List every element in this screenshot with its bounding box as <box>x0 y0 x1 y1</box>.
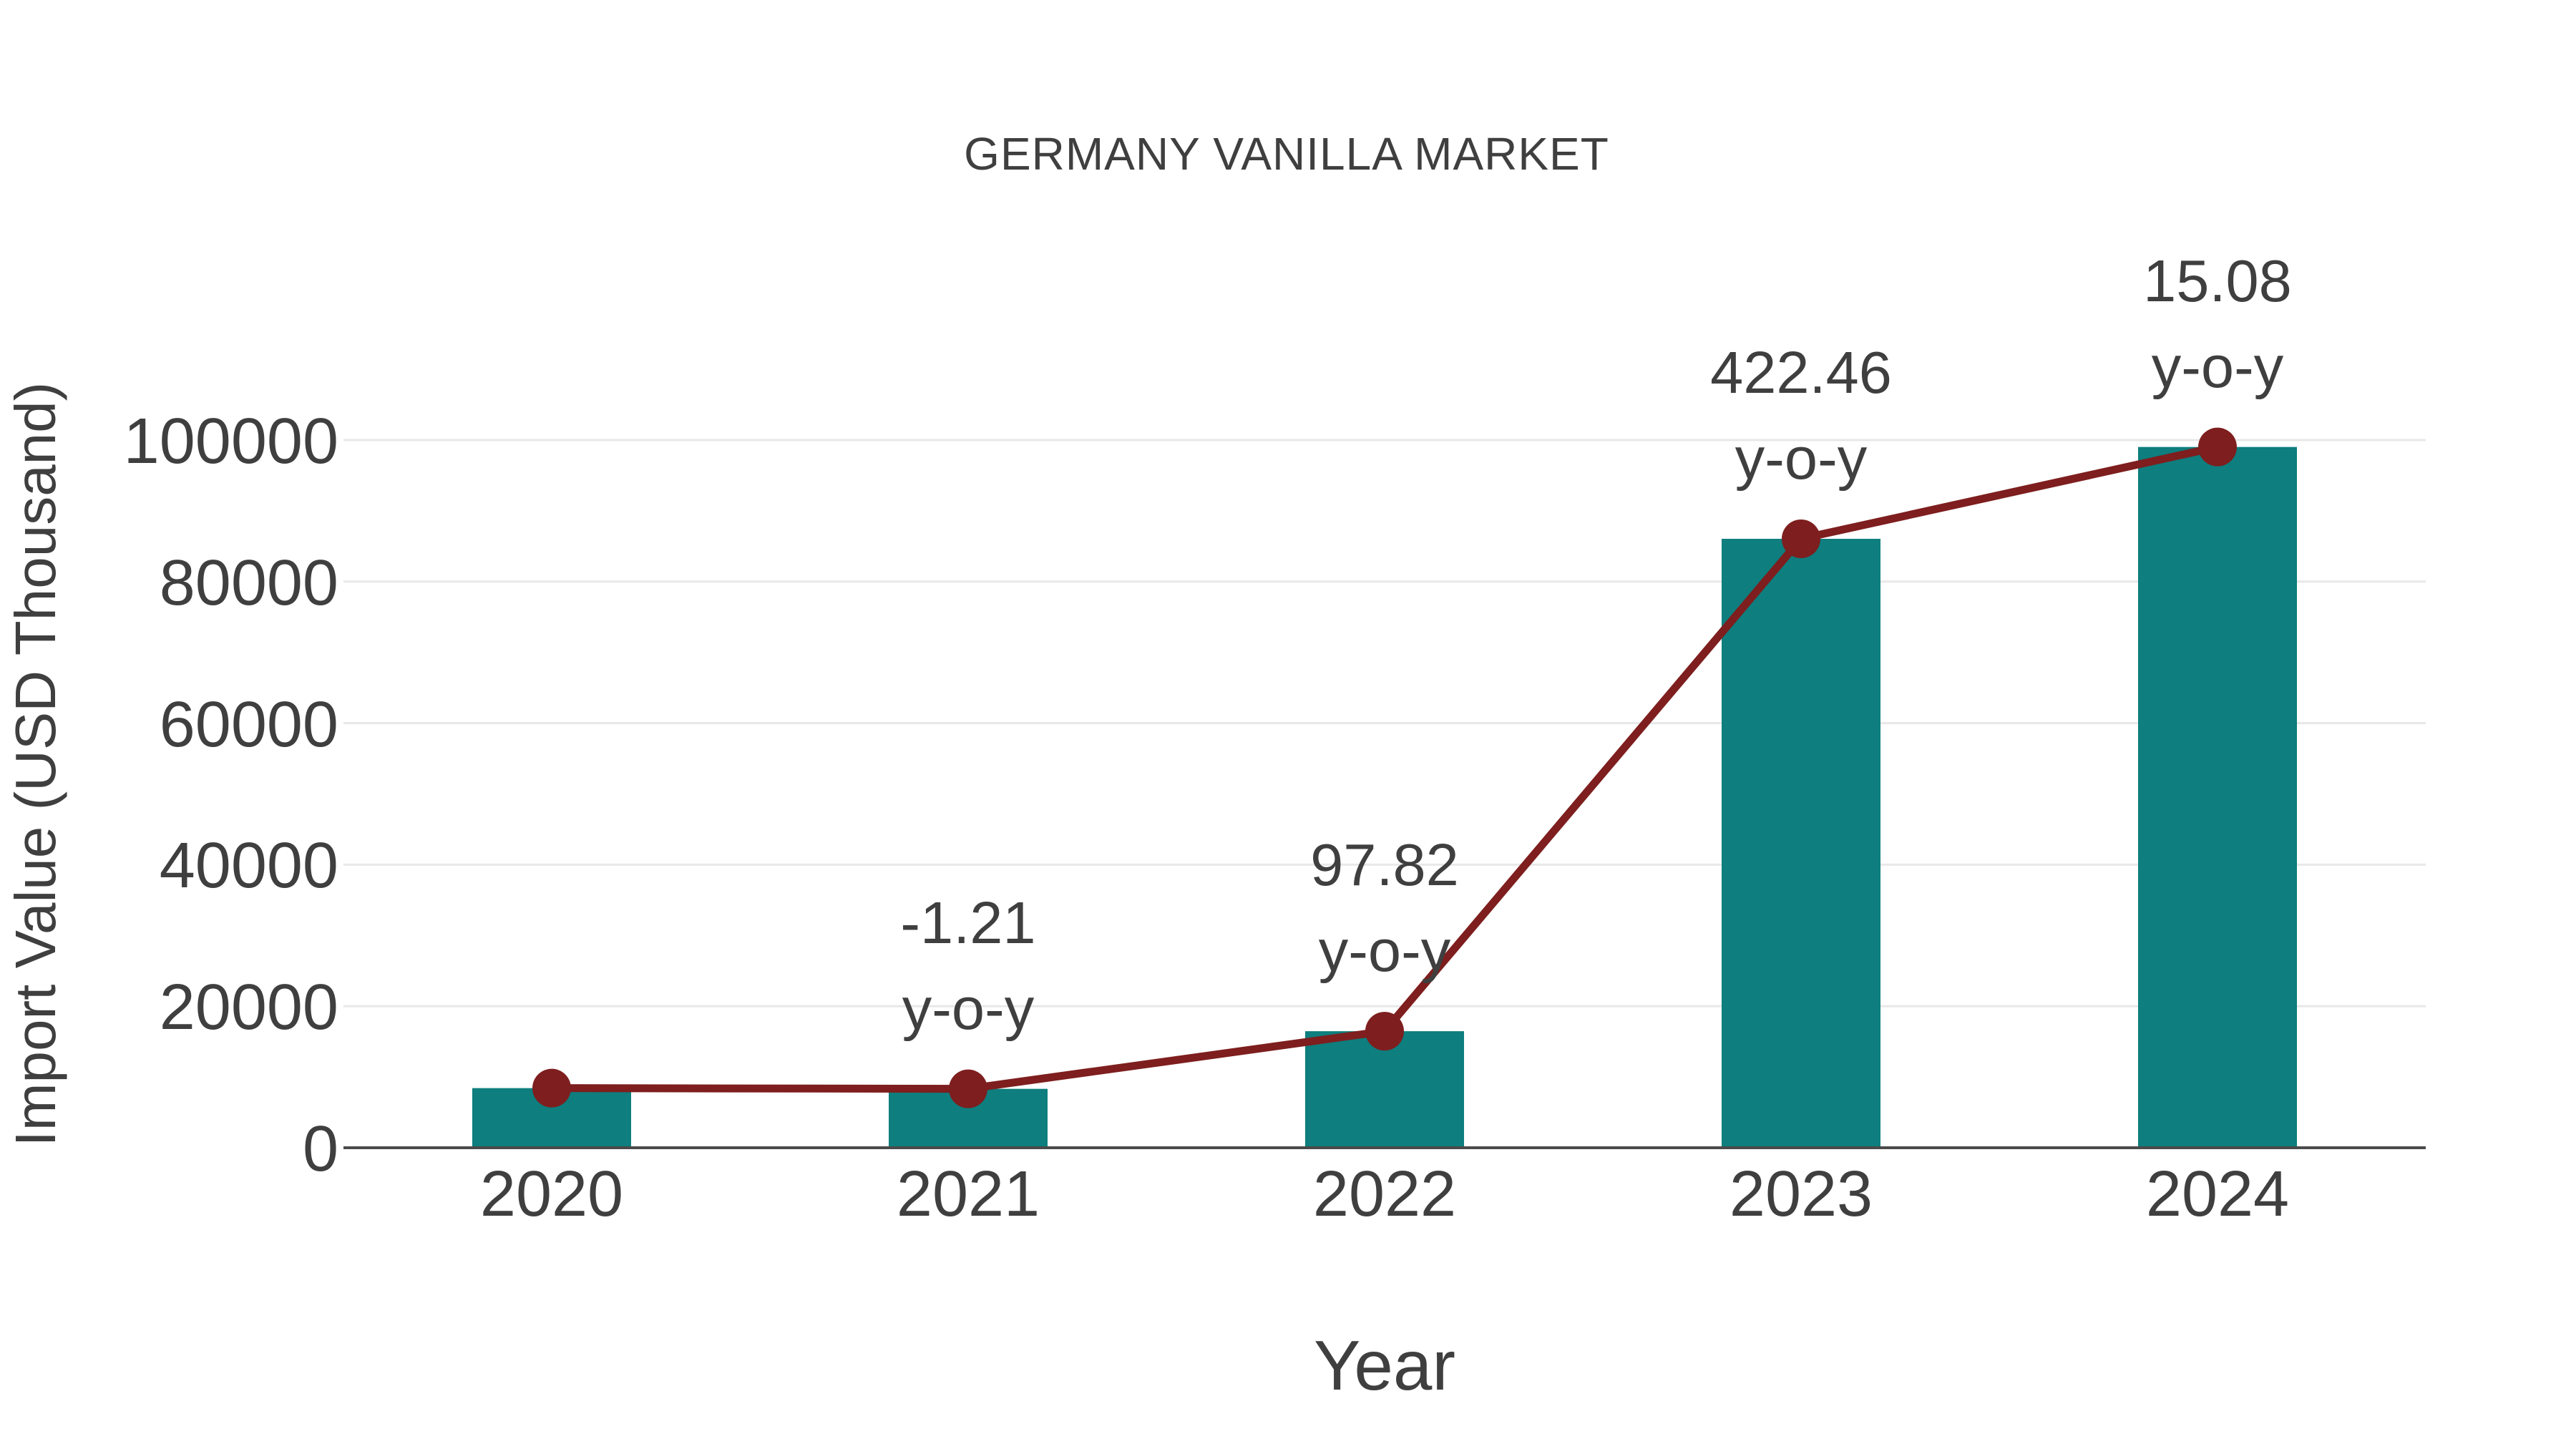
x-tick-label-2021: 2021 <box>896 1158 1040 1230</box>
x-tick-label-2023: 2023 <box>1729 1158 1873 1230</box>
x-tick-label-2024: 2024 <box>2145 1158 2290 1230</box>
line-marker-2022 <box>1365 1012 1404 1051</box>
y-tick-label-80000: 80000 <box>159 547 338 619</box>
y-tick-label-100000: 100000 <box>123 406 338 477</box>
chart-title: GERMANY VANILLA MARKET <box>964 128 1609 180</box>
yoy-annotation-2024: 15.08 y-o-y <box>2039 238 2396 410</box>
y-tick-label-20000: 20000 <box>159 972 338 1044</box>
bar-2024 <box>2138 447 2297 1148</box>
x-tick-label-2020: 2020 <box>479 1158 624 1230</box>
yoy-annotation-2022: 97.82 y-o-y <box>1206 822 1563 994</box>
line-marker-2020 <box>532 1068 571 1108</box>
line-marker-2024 <box>2198 427 2237 467</box>
x-axis-title: Year <box>1313 1326 1455 1405</box>
yoy-suffix: y-o-y <box>902 975 1035 1042</box>
y-tick-label-40000: 40000 <box>159 830 338 902</box>
bar-2023 <box>1722 538 1880 1148</box>
yoy-value: 97.82 <box>1310 831 1459 899</box>
yoy-suffix: y-o-y <box>2151 333 2284 400</box>
yoy-annotation-2021: -1.21 y-o-y <box>789 880 1147 1052</box>
yoy-value: 15.08 <box>2143 247 2292 314</box>
y-tick-label-0: 0 <box>302 1113 338 1185</box>
yoy-suffix: y-o-y <box>1735 424 1868 492</box>
yoy-value: 422.46 <box>1710 338 1892 406</box>
x-tick-label-2022: 2022 <box>1312 1158 1457 1230</box>
y-tick-label-60000: 60000 <box>159 688 338 761</box>
yoy-suffix: y-o-y <box>1318 917 1451 985</box>
yoy-annotation-2023: 422.46 y-o-y <box>1622 330 1980 502</box>
line-marker-2023 <box>1782 519 1820 558</box>
line-marker-2021 <box>949 1069 987 1108</box>
yoy-value: -1.21 <box>900 889 1036 956</box>
bar-2022 <box>1305 1031 1464 1148</box>
